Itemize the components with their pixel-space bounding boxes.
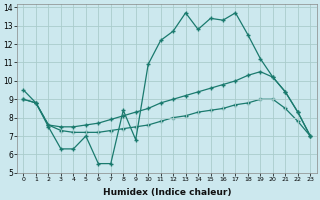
X-axis label: Humidex (Indice chaleur): Humidex (Indice chaleur) — [103, 188, 231, 197]
